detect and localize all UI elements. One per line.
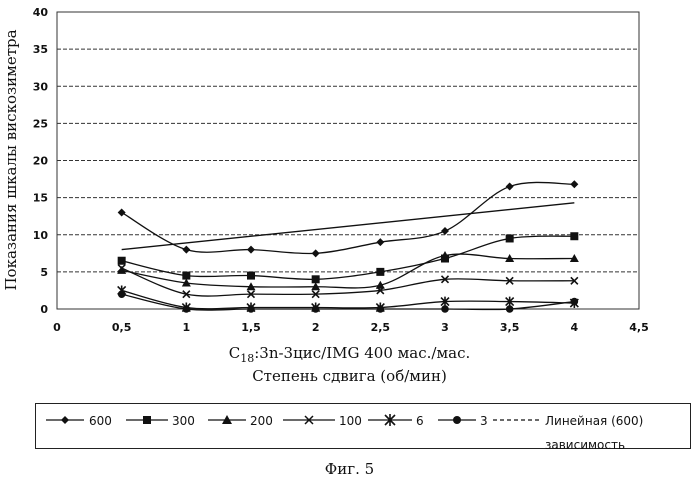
legend-label-6: 6 bbox=[416, 414, 424, 428]
marker-100 bbox=[246, 290, 256, 299]
y-tick-label: 20 bbox=[33, 155, 49, 168]
x-label-prefix: C bbox=[228, 344, 241, 362]
x-label-subscript: 18 bbox=[240, 352, 255, 365]
marker-600 bbox=[117, 208, 126, 217]
y-tick-label: 35 bbox=[33, 43, 48, 56]
x-tick-label: 0,5 bbox=[112, 321, 132, 334]
marker-3 bbox=[441, 305, 449, 313]
legend-label-100: 100 bbox=[339, 414, 362, 428]
marker-3 bbox=[376, 305, 385, 313]
marker-200 bbox=[117, 265, 127, 274]
series-line-200 bbox=[121, 253, 575, 289]
legend-symbol-200 bbox=[208, 415, 246, 424]
series-markers bbox=[117, 180, 579, 313]
series-line-600 bbox=[121, 181, 575, 255]
marker-200 bbox=[181, 278, 191, 287]
series-line-300 bbox=[121, 235, 575, 281]
y-tick-label: 30 bbox=[33, 80, 49, 93]
marker-3 bbox=[247, 305, 255, 313]
marker-6 bbox=[440, 296, 450, 307]
marker-200 bbox=[375, 280, 385, 289]
marker-600 bbox=[182, 245, 191, 254]
legend-label-600: 600 bbox=[89, 414, 112, 428]
x-tick-label: 1 bbox=[183, 321, 191, 334]
y-tick-labels: 0 5 10 15 20 25 30 35 40 bbox=[33, 6, 49, 316]
marker-300 bbox=[182, 271, 191, 280]
marker-3 bbox=[311, 305, 320, 313]
y-tick-label: 25 bbox=[33, 117, 48, 130]
marker-200 bbox=[246, 282, 256, 291]
x-tick-label: 2,5 bbox=[371, 321, 391, 334]
marker-200 bbox=[569, 254, 579, 263]
x-tick-labels: 0 0,5 1 1,5 2 2,5 3 3,5 4 4,5 bbox=[53, 321, 649, 334]
marker-600 bbox=[376, 238, 385, 247]
x-tick-label: 3 bbox=[441, 321, 449, 334]
legend-label-trendline-line2: зависимость bbox=[545, 438, 626, 452]
marker-3 bbox=[505, 305, 514, 313]
x-tick-label: 4,5 bbox=[629, 321, 649, 334]
y-tick-label: 15 bbox=[33, 192, 48, 205]
series-line-3 bbox=[121, 293, 575, 311]
legend: 600 300 200 100 6 3 Линейная (600) зависи… bbox=[35, 403, 691, 452]
legend-label-200: 200 bbox=[250, 414, 273, 428]
series-line-100 bbox=[121, 267, 575, 297]
x-axis-label-line1: C18:3n-3цис/IMG 400 мас./мас. bbox=[0, 344, 699, 365]
series-lines bbox=[121, 181, 575, 311]
marker-300 bbox=[505, 234, 514, 243]
marker-200 bbox=[505, 254, 515, 263]
x-tick-label: 1,5 bbox=[241, 321, 261, 334]
trendline bbox=[121, 202, 575, 251]
marker-100 bbox=[182, 290, 191, 299]
grid-lines bbox=[57, 48, 639, 273]
marker-600 bbox=[570, 180, 579, 189]
marker-100 bbox=[570, 276, 579, 285]
marker-300 bbox=[311, 275, 320, 284]
x-tick-label: 0 bbox=[53, 321, 61, 334]
y-tick-label: 5 bbox=[40, 266, 48, 279]
marker-3 bbox=[117, 290, 126, 298]
x-tick-label: 4 bbox=[571, 321, 579, 334]
marker-200 bbox=[440, 251, 450, 260]
legend-symbol-300 bbox=[126, 416, 168, 424]
marker-600 bbox=[311, 249, 320, 258]
marker-100 bbox=[440, 275, 450, 284]
marker-300 bbox=[376, 267, 385, 276]
y-tick-label: 0 bbox=[40, 303, 48, 316]
marker-300 bbox=[117, 256, 126, 265]
legend-symbol-6 bbox=[368, 414, 412, 426]
legend-symbol-100 bbox=[283, 415, 335, 425]
x-axis-label-line2: Степень сдвига (об/мин) bbox=[252, 367, 447, 385]
marker-6 bbox=[505, 296, 515, 307]
y-axis-label-box: Показания шкалы вискозиметра bbox=[0, 10, 24, 310]
marker-100 bbox=[376, 286, 385, 295]
y-tick-label: 40 bbox=[33, 6, 49, 19]
legend-label-trendline: Линейная (600) bbox=[545, 414, 644, 428]
legend-label-3: 3 bbox=[480, 414, 488, 428]
legend-symbol-trendline bbox=[493, 419, 541, 421]
marker-600 bbox=[247, 245, 255, 254]
marker-300 bbox=[247, 271, 255, 280]
y-axis-label: Показания шкалы вискозиметра bbox=[2, 29, 20, 291]
marker-600 bbox=[505, 182, 514, 191]
x-label-rest: :3n-3цис/IMG 400 мас./мас. bbox=[254, 344, 471, 362]
marker-100 bbox=[505, 276, 514, 285]
marker-300 bbox=[570, 232, 579, 241]
marker-200 bbox=[311, 282, 321, 291]
legend-symbol-3 bbox=[438, 416, 476, 424]
marker-3 bbox=[182, 305, 191, 313]
figure-caption: Фиг. 5 bbox=[324, 460, 375, 478]
marker-3 bbox=[570, 297, 579, 306]
chart: 0 5 10 15 20 25 30 35 40 0 0,5 1 1,5 2 2,5 3 3,5 4 4,5 bbox=[33, 6, 649, 334]
marker-100 bbox=[311, 290, 320, 299]
marker-100 bbox=[117, 264, 126, 273]
legend-symbol-600 bbox=[46, 416, 84, 424]
trendline-line bbox=[121, 202, 575, 251]
x-tick-label: 2 bbox=[312, 321, 320, 334]
y-tick-label: 10 bbox=[33, 229, 49, 242]
x-tick-label: 3,5 bbox=[500, 321, 520, 334]
legend-label-300: 300 bbox=[172, 414, 195, 428]
marker-600 bbox=[441, 227, 449, 236]
series-line-6 bbox=[121, 289, 575, 310]
